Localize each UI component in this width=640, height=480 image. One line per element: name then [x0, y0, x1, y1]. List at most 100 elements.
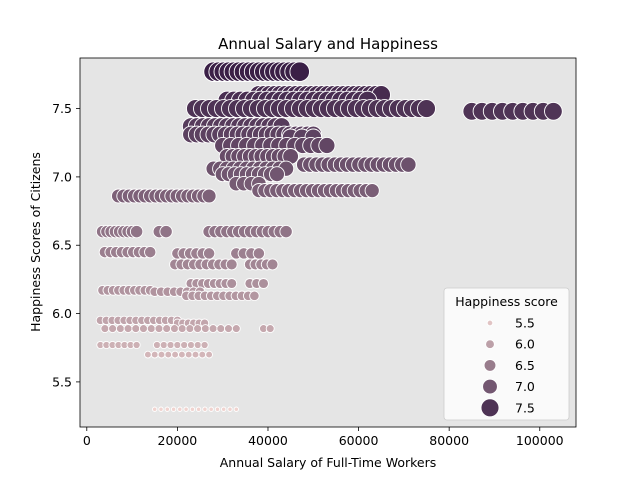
x-axis-label: Annual Salary of Full-Time Workers [220, 455, 437, 470]
y-tick-label: 6.5 [52, 238, 72, 253]
legend-label: 7.0 [515, 379, 535, 394]
x-tick-label: 60000 [339, 433, 379, 448]
data-point [201, 188, 217, 204]
legend-label: 6.5 [515, 358, 535, 373]
data-point [150, 350, 159, 359]
data-point [265, 324, 275, 334]
data-point [144, 350, 152, 359]
data-point [159, 224, 173, 239]
data-point [173, 340, 182, 350]
legend-label: 5.5 [515, 316, 535, 331]
data-point [115, 324, 125, 334]
data-point [233, 406, 239, 412]
data-point [166, 340, 175, 350]
data-point [225, 258, 238, 271]
data-point [193, 324, 203, 334]
legend: Happiness score 5.5 6.0 6.5 7.0 7.5 [443, 287, 570, 421]
data-point [202, 247, 216, 260]
data-point [400, 156, 417, 173]
data-point [171, 350, 179, 359]
legend-label: 6.0 [515, 337, 535, 352]
data-point [205, 350, 213, 359]
y-tick-label: 7.5 [52, 101, 72, 116]
x-tick-label: 0 [83, 433, 91, 448]
data-point [158, 406, 164, 412]
data-point [152, 406, 158, 412]
data-point [184, 350, 193, 359]
chart-title: Annual Salary and Happiness [218, 35, 438, 53]
data-point [131, 324, 141, 334]
x-tick-label: 80000 [429, 433, 469, 448]
legend-marker [483, 359, 497, 372]
legend-marker [485, 339, 495, 350]
data-point [214, 406, 221, 412]
data-point [162, 324, 172, 334]
y-tick-label: 7.0 [52, 169, 72, 184]
data-point [164, 350, 173, 359]
data-point [417, 99, 436, 119]
y-tick-label: 5.5 [52, 374, 72, 389]
x-tick-label: 20000 [158, 433, 198, 448]
data-point [183, 406, 189, 412]
data-point [226, 278, 238, 289]
data-point [231, 324, 241, 334]
data-point [200, 340, 209, 350]
data-point [177, 406, 183, 412]
y-axis: 5.5 6.0 6.5 7.0 7.5 [52, 101, 80, 389]
data-point [266, 258, 279, 271]
data-point [202, 406, 208, 412]
y-tick-label: 6.0 [52, 306, 72, 321]
data-point [269, 166, 285, 183]
data-point [144, 245, 157, 259]
data-point [177, 324, 187, 334]
legend-label: 7.5 [515, 400, 535, 415]
data-point [186, 340, 196, 350]
data-point [258, 278, 269, 289]
y-axis-label: Happiness Scores of Citizens [28, 152, 43, 332]
x-axis: 0 20000 40000 60000 80000 100000 [83, 427, 564, 448]
data-point [157, 350, 166, 359]
data-point [152, 340, 162, 350]
data-point [164, 406, 170, 412]
data-point [100, 324, 110, 334]
x-tick-label: 100000 [516, 433, 564, 448]
data-point [170, 324, 179, 334]
legend-marker [486, 319, 494, 327]
data-point [208, 406, 214, 412]
data-point [544, 101, 563, 121]
data-point [279, 224, 293, 239]
data-point [252, 247, 266, 260]
data-point [189, 406, 196, 412]
data-point [139, 324, 148, 334]
legend-entries: 5.5 6.0 6.5 7.0 7.5 [480, 316, 535, 418]
data-point [185, 324, 195, 334]
data-point [170, 406, 177, 412]
legend-marker [480, 398, 500, 418]
data-point [318, 136, 336, 155]
data-point [200, 324, 210, 334]
data-point [224, 324, 233, 334]
data-point [129, 224, 144, 239]
data-point [195, 406, 202, 412]
data-point [249, 290, 260, 302]
legend-title: Happiness score [455, 294, 558, 309]
data-point [132, 340, 141, 350]
x-tick-label: 40000 [248, 433, 288, 448]
data-point [108, 324, 118, 334]
data-point [198, 350, 207, 359]
data-point [227, 406, 233, 412]
data-point [123, 324, 133, 334]
data-point [193, 340, 202, 350]
data-point [146, 324, 156, 334]
data-point [191, 350, 200, 359]
data-point [154, 324, 164, 334]
data-point [208, 324, 218, 334]
data-points [95, 61, 563, 412]
data-point [289, 61, 310, 82]
data-point [159, 340, 168, 350]
plot-frame [79, 57, 577, 428]
data-point [180, 340, 189, 350]
data-point [216, 324, 226, 334]
data-point [364, 183, 380, 199]
